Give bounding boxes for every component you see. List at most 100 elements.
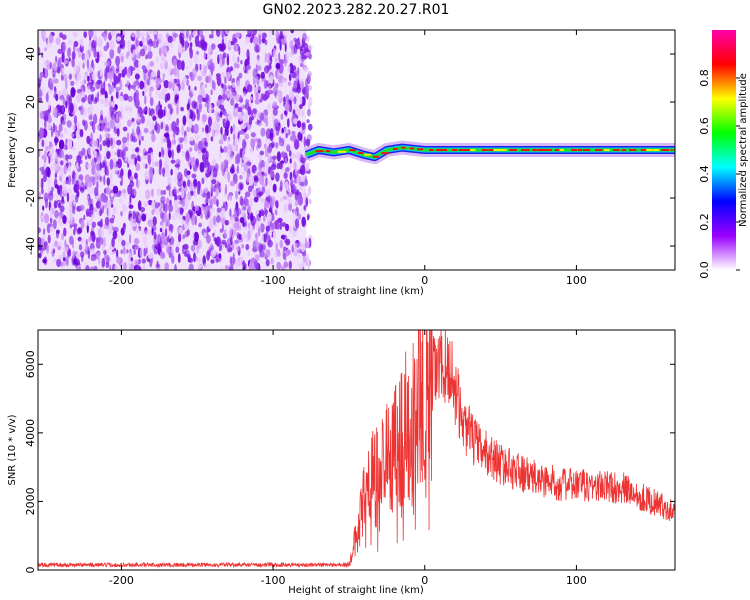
noise-blob	[291, 131, 296, 136]
noise-blob	[254, 44, 260, 53]
noise-blob	[261, 167, 266, 172]
noise-blob	[170, 248, 174, 254]
noise-blob	[50, 186, 54, 193]
noise-blob	[257, 191, 264, 196]
noise-blob	[263, 233, 268, 243]
x-tick-label: -200	[109, 274, 134, 287]
noise-blob	[79, 251, 85, 258]
noise-blob	[257, 227, 261, 237]
noise-blob	[188, 263, 194, 270]
noise-blob	[291, 244, 295, 253]
noise-blob	[216, 115, 221, 124]
noise-blob	[129, 106, 133, 113]
noise-blob	[239, 175, 243, 180]
noise-blob	[60, 95, 65, 100]
noise-blob	[87, 94, 93, 105]
noise-blob	[143, 201, 149, 208]
noise-blob	[127, 39, 132, 50]
noise-blob	[259, 174, 265, 185]
noise-blob	[66, 192, 70, 203]
noise-blob	[175, 78, 180, 87]
noise-blob	[241, 243, 245, 249]
noise-blob	[285, 238, 291, 246]
noise-blob	[96, 251, 101, 258]
noise-blob	[132, 210, 136, 219]
noise-blob	[179, 207, 184, 216]
noise-blob	[200, 212, 203, 219]
noise-blob	[181, 60, 185, 71]
colorbar-tick-label: 0.4	[698, 165, 711, 183]
noise-blob	[248, 116, 253, 126]
noise-blob	[116, 127, 120, 137]
noise-blob	[109, 183, 115, 189]
noise-blob	[202, 192, 207, 198]
noise-blob	[42, 110, 46, 115]
noise-blob	[157, 242, 161, 254]
noise-blob	[265, 249, 271, 258]
noise-blob	[155, 87, 158, 98]
noise-blob	[108, 85, 113, 95]
noise-blob	[176, 58, 180, 66]
noise-blob	[38, 87, 42, 97]
noise-blob	[294, 139, 300, 150]
noise-blob	[208, 164, 213, 171]
noise-blob	[70, 146, 77, 151]
noise-blob	[233, 133, 236, 141]
noise-blob	[246, 161, 252, 166]
noise-blob	[117, 46, 121, 54]
noise-blob	[187, 256, 192, 263]
noise-blob	[66, 255, 69, 265]
noise-blob	[139, 247, 144, 258]
noise-blob	[223, 132, 227, 142]
noise-blob	[274, 240, 277, 246]
noise-blob	[230, 125, 233, 135]
noise-blob	[154, 202, 160, 209]
noise-blob	[243, 226, 248, 231]
noise-blob	[152, 115, 157, 121]
noise-blob	[143, 264, 146, 270]
noise-blob	[189, 182, 194, 192]
noise-blob	[180, 187, 185, 199]
noise-blob	[249, 147, 254, 153]
noise-blob	[239, 148, 243, 159]
noise-blob	[57, 91, 62, 97]
noise-blob	[152, 216, 157, 226]
noise-blob	[90, 145, 96, 151]
noise-blob	[116, 249, 119, 257]
noise-blob	[198, 103, 202, 113]
noise-blob	[260, 223, 265, 233]
noise-blob	[255, 210, 260, 215]
noise-blob	[138, 61, 141, 66]
noise-blob	[194, 215, 197, 226]
noise-blob	[306, 108, 311, 117]
noise-blob	[112, 102, 115, 109]
noise-blob	[158, 159, 163, 169]
noise-blob	[277, 142, 283, 146]
noise-blob	[288, 260, 292, 270]
noise-blob	[98, 236, 101, 242]
noise-blob	[93, 35, 98, 41]
noise-blob	[166, 197, 169, 203]
noise-blob	[106, 177, 111, 187]
noise-blob	[148, 254, 153, 259]
noise-blob	[118, 66, 124, 72]
noise-blob	[211, 179, 217, 185]
noise-blob	[267, 144, 272, 154]
noise-blob	[77, 236, 82, 242]
noise-blob	[202, 255, 206, 266]
noise-blob	[165, 221, 168, 228]
noise-blob	[112, 168, 118, 175]
noise-blob	[219, 228, 224, 233]
noise-blob	[248, 196, 254, 207]
noise-blob	[109, 70, 114, 80]
noise-blob	[182, 234, 185, 240]
noise-blob	[171, 213, 176, 221]
noise-blob	[270, 257, 274, 265]
noise-blob	[149, 97, 154, 107]
noise-blob	[102, 161, 106, 168]
y-tick-label: 6000	[24, 350, 37, 378]
noise-blob	[207, 103, 213, 114]
noise-blob	[232, 37, 238, 44]
noise-blob	[295, 152, 301, 160]
noise-blob	[234, 216, 239, 222]
